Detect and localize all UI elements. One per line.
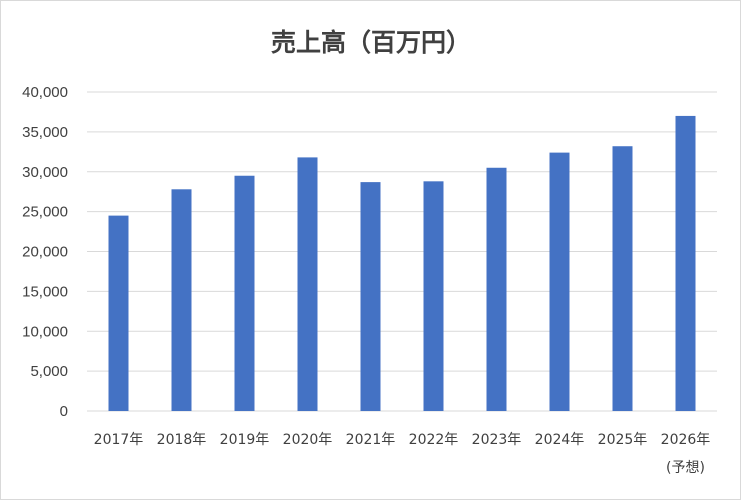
y-tick-label: 35,000 <box>22 124 68 141</box>
y-tick-label: 10,000 <box>22 323 68 340</box>
y-tick-label: 0 <box>60 403 68 420</box>
y-tick-label: 20,000 <box>22 244 68 261</box>
x-tick-label: 2022年 <box>409 432 459 448</box>
bar <box>486 167 507 411</box>
y-tick-label: 5,000 <box>30 363 68 380</box>
y-axis-ticks: 0 5,000 10,000 15,000 20,000 25,000 30,000 35,0… <box>22 84 68 420</box>
x-tick-label: 2021年 <box>346 432 396 448</box>
chart-title: 売上高（百万円） <box>271 28 471 57</box>
x-tick-label: 2025年 <box>598 432 648 448</box>
bar <box>675 115 696 412</box>
x-tick-label: 2018年 <box>157 432 207 448</box>
y-tick-label: 30,000 <box>22 164 68 181</box>
y-tick-label: 40,000 <box>22 84 68 101</box>
x-axis-labels: 2017年 2018年 2019年 2020年 2021年 2022年 2023年 2024年… <box>94 432 711 476</box>
x-tick-label: 2020年 <box>283 432 333 448</box>
x-tick-label: 2019年 <box>220 432 270 448</box>
y-tick-label: 25,000 <box>22 204 68 221</box>
bar <box>234 175 255 411</box>
bars <box>108 115 696 412</box>
bar <box>297 157 318 411</box>
x-tick-label: 2024年 <box>535 432 585 448</box>
x-tick-note: (予想) <box>666 460 705 476</box>
bar <box>549 152 570 412</box>
gridlines <box>87 91 717 412</box>
y-tick-label: 15,000 <box>22 283 68 300</box>
x-tick-label: 2017年 <box>94 432 144 448</box>
bar <box>360 182 381 411</box>
bar <box>612 146 633 412</box>
bar <box>108 215 129 411</box>
x-tick-label: 2023年 <box>472 432 522 448</box>
x-tick-label: 2026年 <box>661 432 711 448</box>
bar <box>423 181 444 411</box>
bar <box>171 189 192 411</box>
